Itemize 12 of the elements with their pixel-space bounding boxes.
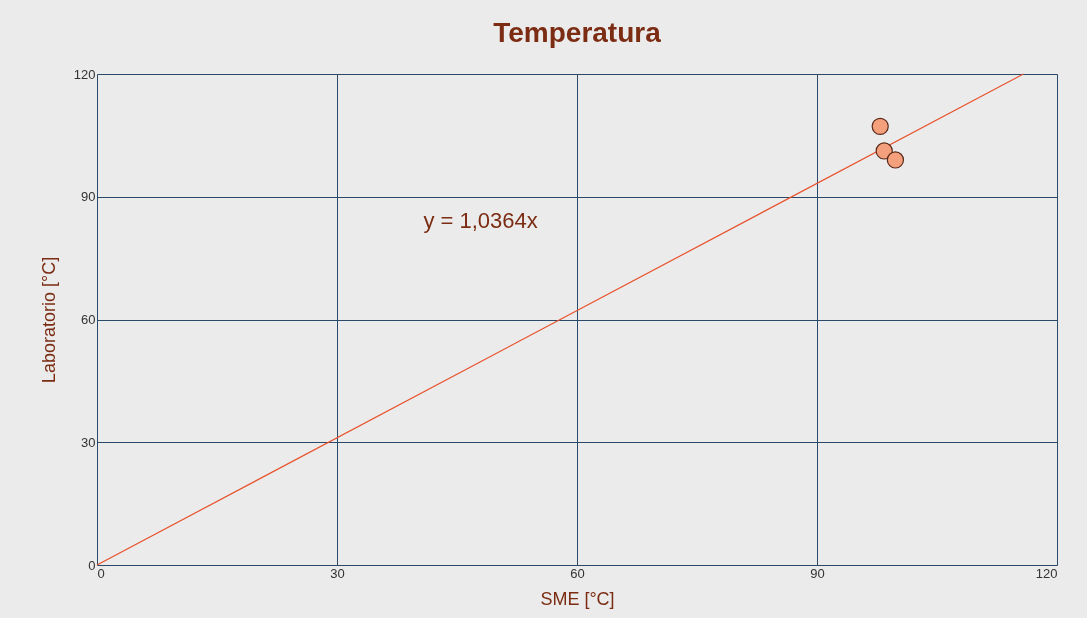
x-axis-title: SME [°C] <box>540 588 615 609</box>
y-tick-label: 120 <box>73 66 96 82</box>
x-tick-label: 120 <box>1035 565 1058 581</box>
x-tick-label: 30 <box>330 565 345 581</box>
x-tick-label: 90 <box>810 565 825 581</box>
y-axis-title: Laboratorio [°C] <box>38 256 59 384</box>
y-tick-label: 90 <box>81 189 96 205</box>
x-tick-label: 60 <box>570 565 585 581</box>
annotation: y = 1,0364x <box>423 208 538 234</box>
y-tick-label: 30 <box>81 434 96 450</box>
chart-title: Temperatura <box>493 17 662 48</box>
y-tick-label: 60 <box>81 312 96 327</box>
